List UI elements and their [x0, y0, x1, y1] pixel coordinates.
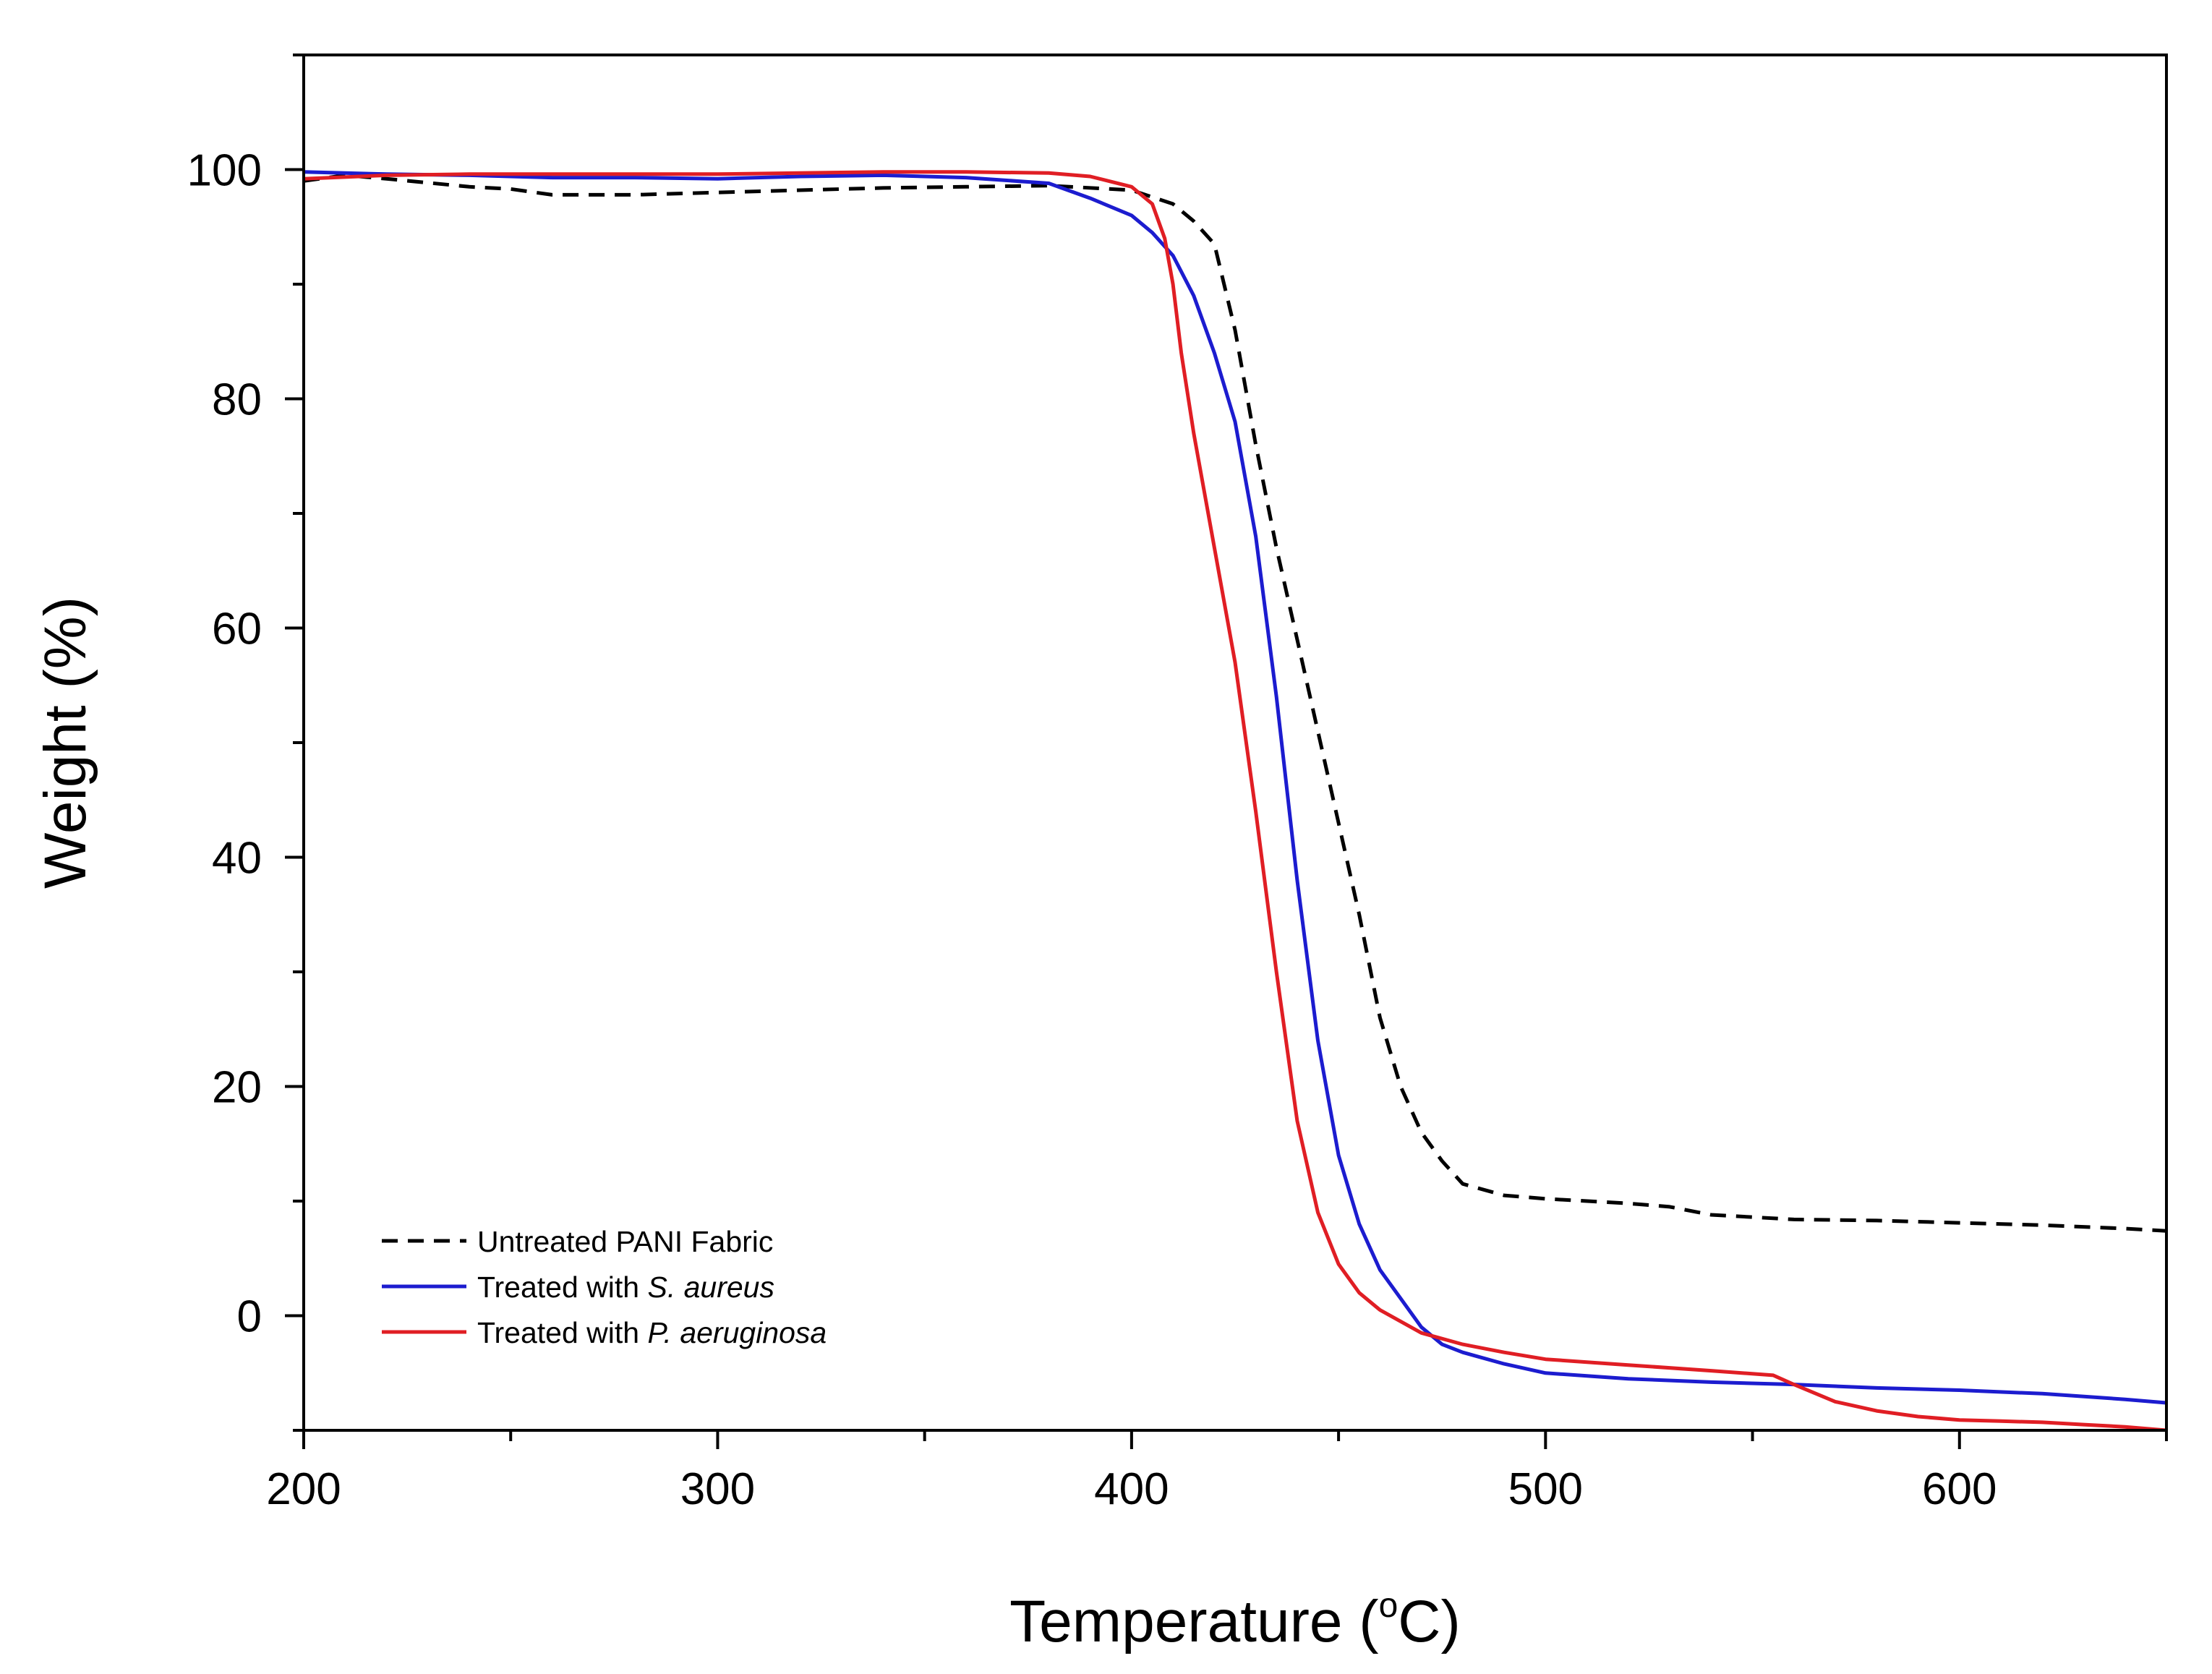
y-tick-label: 100 — [187, 146, 262, 196]
legend: Untreated PANI Fabric Treated with S. aur… — [382, 1225, 827, 1349]
legend-label-italic: P. aeruginosa — [647, 1316, 827, 1349]
x-axis-title-text: Temperature ( — [1009, 1589, 1378, 1654]
x-axis-title-superscript: o — [1379, 1587, 1398, 1625]
y-tick-label: 80 — [212, 375, 262, 425]
legend-label-italic: S. aureus — [647, 1271, 774, 1304]
x-tick-label: 300 — [680, 1464, 755, 1514]
y-tick-label: 60 — [212, 605, 262, 654]
y-axis-title: Weight (%) — [33, 597, 98, 889]
legend-label-1: Untreated PANI Fabric — [477, 1225, 773, 1258]
y-tick-label: 20 — [212, 1063, 262, 1113]
x-axis-title-suffix: C) — [1398, 1589, 1461, 1654]
series-line-1 — [304, 173, 2166, 1233]
plot-frame — [302, 54, 2168, 1432]
legend-label-text: Untreated PANI Fabric — [477, 1225, 773, 1258]
series-lines — [304, 170, 2166, 1430]
series-line-2 — [304, 170, 2166, 1405]
x-tick-label: 500 — [1508, 1464, 1583, 1514]
x-tick-labels: 200 300 400 500 600 — [266, 1464, 1997, 1514]
x-axis-title: Temperature (oC) — [1009, 1587, 1461, 1654]
legend-label-3: Treated with P. aeruginosa — [477, 1316, 827, 1349]
y-tick-label: 40 — [212, 834, 262, 884]
x-tick-label: 400 — [1094, 1464, 1169, 1514]
axis-ticks — [285, 54, 2168, 1449]
legend-label-2: Treated with S. aureus — [477, 1271, 774, 1304]
y-tick-label: 0 — [237, 1292, 262, 1342]
x-tick-label: 200 — [266, 1464, 341, 1514]
y-tick-labels: 0 20 40 60 80 100 — [187, 146, 262, 1342]
legend-label-text: Treated with — [477, 1271, 647, 1304]
x-tick-label: 600 — [1922, 1464, 1997, 1514]
legend-label-text: Treated with — [477, 1316, 647, 1349]
series-line-3 — [304, 170, 2166, 1430]
